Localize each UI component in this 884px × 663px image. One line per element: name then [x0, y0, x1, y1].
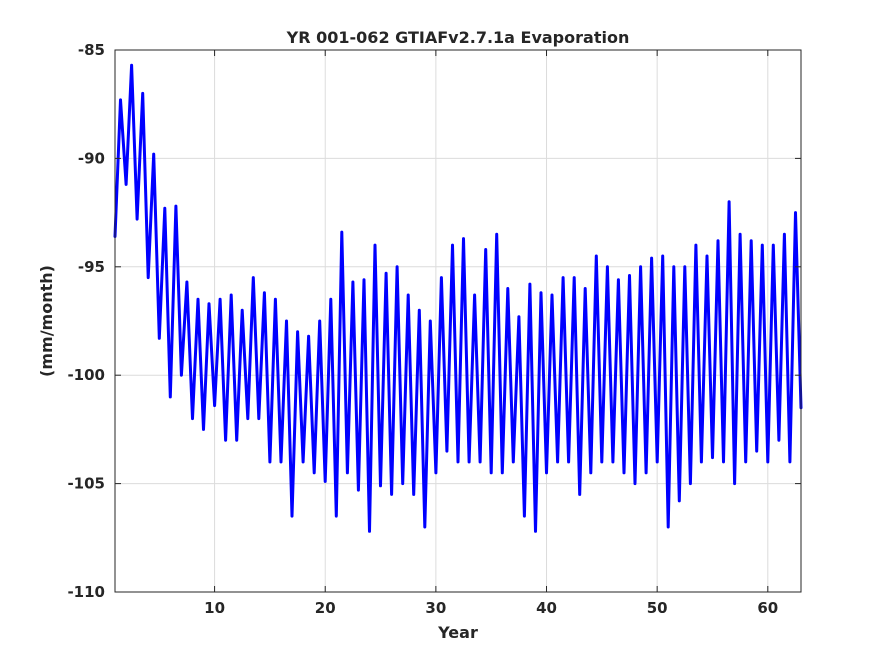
x-tick-label: 40	[536, 599, 557, 617]
y-tick-label: -85	[78, 41, 105, 59]
y-axis-label: (mm/month)	[37, 265, 56, 377]
x-axis-label: Year	[437, 623, 478, 642]
y-tick-label: -100	[67, 366, 105, 384]
y-tick-label: -90	[78, 149, 105, 167]
x-tick-label: 60	[757, 599, 778, 617]
x-tick-label: 10	[204, 599, 225, 617]
y-tick-label: -105	[67, 475, 105, 493]
x-tick-label: 50	[647, 599, 668, 617]
x-tick-label: 30	[425, 599, 446, 617]
chart-title: YR 001-062 GTIAFv2.7.1a Evaporation	[286, 28, 630, 47]
series-line	[113, 63, 803, 533]
axis-ticks: 10 20 30 40 50 60 -85 -90 -95 -100 -105 -110	[67, 41, 801, 617]
y-tick-label: -110	[67, 583, 105, 601]
y-tick-label: -95	[78, 258, 105, 276]
plot-frame	[114, 49, 802, 593]
data-series	[113, 63, 803, 533]
x-tick-label: 20	[315, 599, 336, 617]
